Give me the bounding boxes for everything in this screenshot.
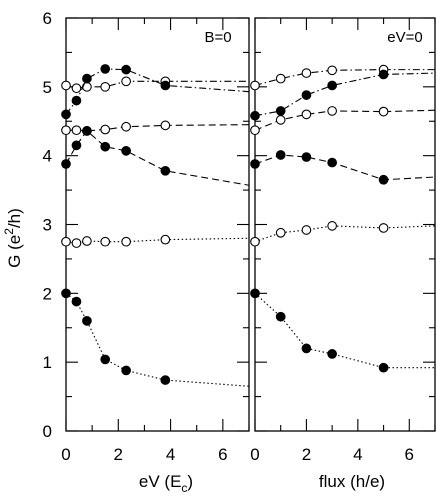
- x-tick-label: 6: [218, 445, 227, 464]
- filled-data-point: [100, 141, 111, 152]
- filled-data-point: [327, 157, 337, 168]
- open-data-point: [378, 106, 389, 117]
- filled-data-point: [327, 80, 337, 91]
- open-data-point: [121, 121, 131, 132]
- right-x-axis-label: flux (h/e): [319, 472, 385, 491]
- left-panel-label: B=0: [204, 29, 231, 46]
- filled-data-point: [100, 354, 111, 365]
- x-tick-label: 2: [302, 445, 311, 464]
- right-panel-label: eV=0: [387, 29, 422, 46]
- filled-data-point: [82, 126, 92, 136]
- filled-data-point: [275, 150, 286, 160]
- x-tick-label: 4: [353, 445, 362, 464]
- filled-data-point: [121, 64, 131, 75]
- left-tick-group: [65, 17, 250, 432]
- filled-data-point: [250, 159, 260, 169]
- series-line: [65, 237, 250, 244]
- filled-data-point: [71, 296, 82, 307]
- y-tick-label: 4: [43, 147, 52, 166]
- open-data-point: [71, 83, 82, 94]
- filled-data-point: [61, 288, 71, 299]
- filled-data-point: [61, 109, 71, 120]
- left-xtick-labels: 0 2 4 6: [61, 445, 227, 464]
- series-line: [65, 68, 250, 115]
- filled-data-point: [275, 311, 286, 322]
- open-data-point: [82, 236, 92, 246]
- left-panel-eV: B=0 0 1 2 3 4 5 6 0 2 4 6 eV (Ec): [43, 9, 250, 495]
- open-data-point: [121, 76, 131, 87]
- filled-data-point: [71, 95, 82, 106]
- y-tick-label: 5: [43, 78, 52, 97]
- open-data-point: [61, 125, 71, 136]
- open-data-point: [250, 236, 260, 247]
- x-tick-label: 4: [166, 445, 175, 464]
- open-data-point: [160, 120, 171, 131]
- y-tick-label: 6: [43, 9, 52, 28]
- open-data-point: [327, 221, 337, 231]
- x-tick-label: 0: [61, 445, 70, 464]
- open-data-point: [121, 236, 131, 247]
- x-tick-label: 0: [250, 445, 259, 464]
- open-data-point: [250, 125, 260, 136]
- open-data-point: [160, 234, 171, 245]
- open-data-point: [275, 73, 286, 84]
- right-xtick-labels: 0 2 4 6: [250, 445, 414, 464]
- open-data-point: [61, 80, 71, 91]
- series-line: [254, 292, 435, 369]
- filled-data-point: [121, 145, 131, 156]
- open-data-point: [378, 223, 389, 233]
- y-axis-label: G (e2/h): [2, 208, 24, 268]
- x-tick-label: 6: [405, 445, 414, 464]
- y-tick-label: 3: [43, 216, 52, 235]
- open-data-point: [71, 238, 82, 248]
- filled-data-point: [250, 110, 260, 121]
- open-data-point: [301, 109, 312, 120]
- series-line: [65, 292, 250, 387]
- filled-data-point: [378, 69, 389, 80]
- left-ytick-labels: 0 1 2 3 4 5 6: [43, 9, 52, 441]
- series-line: [65, 130, 250, 186]
- right-tick-group: [254, 17, 436, 432]
- left-panel-frame: [65, 17, 250, 432]
- filled-data-point: [378, 362, 389, 373]
- open-data-point: [61, 236, 71, 247]
- series-line: [66, 124, 250, 132]
- filled-data-point: [100, 64, 111, 74]
- open-data-point: [301, 225, 312, 235]
- open-data-point: [327, 65, 337, 76]
- filled-data-point: [275, 106, 286, 116]
- open-data-point: [327, 106, 337, 116]
- filled-data-point: [250, 288, 260, 299]
- open-data-point: [275, 227, 286, 238]
- open-data-point: [100, 81, 111, 92]
- open-data-point: [100, 236, 111, 247]
- open-data-point: [100, 124, 111, 135]
- y-tick-label: 1: [43, 353, 52, 372]
- right-series-group: [250, 64, 436, 373]
- left-x-axis-label: eV (Ec): [139, 472, 193, 495]
- y-tick-label: 0: [43, 422, 52, 441]
- right-panel-flux: eV=0 0 2 4 6 flux (h/e): [250, 17, 436, 491]
- filled-data-point: [301, 90, 312, 100]
- filled-data-point: [160, 80, 171, 91]
- open-data-point: [250, 80, 260, 91]
- filled-data-point: [121, 365, 131, 376]
- filled-data-point: [82, 316, 92, 326]
- filled-data-point: [71, 140, 82, 151]
- filled-data-point: [160, 375, 171, 385]
- filled-data-point: [61, 159, 71, 169]
- x-tick-label: 2: [114, 445, 123, 464]
- open-data-point: [301, 68, 312, 78]
- open-data-point: [71, 125, 82, 136]
- filled-data-point: [378, 174, 389, 185]
- open-data-point: [275, 115, 286, 125]
- filled-data-point: [327, 349, 337, 359]
- filled-data-point: [160, 165, 171, 176]
- left-series-group: [61, 64, 250, 387]
- y-tick-label: 2: [43, 284, 52, 303]
- filled-data-point: [301, 343, 312, 354]
- filled-data-point: [82, 73, 92, 84]
- filled-data-point: [301, 152, 312, 162]
